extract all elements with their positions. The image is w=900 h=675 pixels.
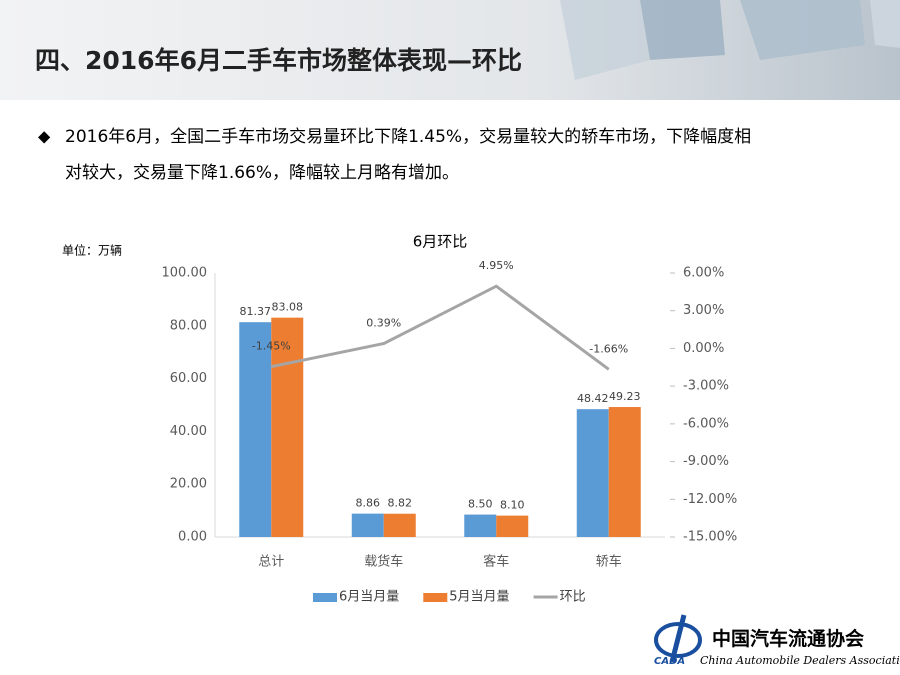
line-value-label: -1.45% (252, 340, 291, 353)
bar-value-label: 49.23 (609, 390, 641, 403)
x-tick-label: 总计 (258, 555, 284, 570)
logo-abbr: CADA (654, 656, 685, 667)
bar-value-label: 48.42 (577, 392, 609, 405)
header-decoration (560, 0, 900, 80)
legend-swatch (313, 593, 337, 602)
bar (239, 322, 272, 537)
legend-swatch (423, 593, 448, 602)
line (270, 284, 610, 371)
bar (351, 513, 384, 537)
logo-stroke (669, 614, 687, 663)
bar (608, 407, 641, 537)
y2-tick-label: -6.00% (683, 416, 729, 431)
y-tick-label: 40.00 (170, 424, 207, 439)
y-tick-label: 20.00 (170, 477, 207, 492)
bullet-line: 对较大，交易量下降1.66%，降幅较上月略有增加。 (65, 163, 459, 183)
y-tick-label: 0.00 (178, 530, 207, 545)
bar (464, 514, 497, 537)
legend-label: 5月当月量 (449, 590, 509, 605)
logo-name: 中国汽车流通协会 (712, 627, 864, 650)
logo: 中国汽车流通协会 China Automobile Dealers Associ… (654, 614, 900, 667)
y2-tick-label: 0.00% (683, 341, 724, 356)
bar-value-label: 8.86 (356, 497, 381, 510)
x-tick-label: 轿车 (596, 554, 622, 570)
logo-english: China Automobile Dealers Association (700, 654, 900, 667)
unit-label: 单位：万辆 (62, 243, 122, 258)
x-tick-label: 客车 (483, 554, 509, 570)
y-tick-label: 100.00 (162, 266, 208, 281)
line-value-label: -1.66% (589, 342, 628, 355)
slide-title: 四、2016年6月二手车市场整体表现—环比 (35, 46, 522, 75)
bar (576, 409, 609, 537)
bar-value-label: 8.50 (468, 498, 493, 511)
y2-tick-label: 3.00% (683, 303, 724, 318)
bar-value-label: 83.08 (272, 301, 304, 314)
bar (271, 317, 304, 537)
y2-tick-label: -12.00% (683, 492, 737, 507)
y2-tick-label: -15.00% (683, 530, 737, 545)
bullet-line: 2016年6月，全国二手车市场交易量环比下降1.45%，交易量较大的轿车市场，下… (65, 127, 751, 147)
bar-value-label: 81.37 (240, 305, 272, 318)
line-value-label: 0.39% (366, 317, 401, 330)
y-tick-label: 80.00 (170, 318, 207, 333)
bullet-mark: ◆ (38, 127, 51, 146)
bar (496, 515, 529, 537)
y2-tick-label: -9.00% (683, 454, 729, 469)
y-tick-label: 60.00 (170, 371, 207, 386)
bar-value-label: 8.82 (388, 497, 413, 510)
bar (383, 513, 416, 537)
chart-title: 6月环比 (413, 233, 468, 251)
legend-label: 6月当月量 (339, 590, 399, 605)
legend-label: 环比 (560, 590, 586, 605)
x-tick-label: 载货车 (364, 554, 403, 570)
y2-tick-label: 6.00% (683, 266, 724, 281)
logo-ring (654, 622, 702, 658)
chart: 0.00 20.00 40.00 60.00 80.00 100.00 -15.00% -12… (162, 259, 738, 604)
line-value-label: 4.95% (479, 259, 514, 272)
y2-tick-label: -3.00% (683, 379, 729, 394)
bar-value-label: 8.10 (500, 499, 525, 512)
